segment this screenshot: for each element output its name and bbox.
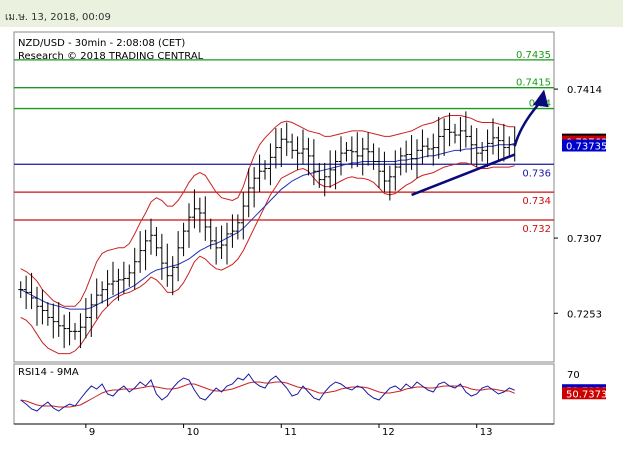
rsi-label: RSI14 - 9MA bbox=[18, 367, 79, 378]
candles-layer bbox=[18, 111, 518, 349]
price-tags: 0.737770.737630.73735 bbox=[562, 133, 607, 152]
rsi-panel-frame bbox=[13, 363, 555, 425]
pivot-label: 0.736 bbox=[522, 168, 551, 179]
rsi-line bbox=[20, 373, 515, 412]
support-label-0: 0.734 bbox=[522, 196, 551, 207]
drawings-layer bbox=[411, 89, 549, 197]
rsi-layer: 7053.783850.7373 bbox=[20, 370, 607, 412]
x-tick-label-3: 12 bbox=[382, 427, 395, 438]
chart-title: NZD/USD - 30min - 2:08:08 (CET) bbox=[18, 38, 185, 49]
rsi-tag-box-1 bbox=[562, 387, 606, 400]
y-axis-ticks: 0.7414 0.7307 0.7253 bbox=[554, 85, 602, 320]
lower-band-line bbox=[20, 162, 515, 355]
projection-arrow-shaft bbox=[513, 101, 541, 147]
y-tick-label-1: 0.7307 bbox=[567, 234, 602, 245]
top-strip: เม.ษ. 13, 2018, 00:09 bbox=[0, 0, 623, 27]
chart-subtitle: Research © 2018 TRADING CENTRAL bbox=[18, 51, 204, 62]
price-tag-box-2 bbox=[562, 139, 606, 152]
price-panel-frame bbox=[13, 31, 555, 363]
bands-layer bbox=[20, 115, 515, 355]
rsi-ma-line bbox=[20, 381, 515, 408]
support-trendline bbox=[411, 153, 516, 197]
upper-band-line bbox=[20, 115, 515, 307]
rsi-tag-label-1: 50.7373 bbox=[566, 389, 607, 400]
y-tick-label-0: 0.7414 bbox=[567, 85, 602, 96]
projection-arrow-head bbox=[532, 89, 549, 108]
rsi-level-label: 70 bbox=[567, 370, 580, 381]
x-tick-label-4: 13 bbox=[480, 427, 493, 438]
x-axis-ticks: 9 10 11 12 13 bbox=[85, 424, 493, 438]
x-tick-label-0: 9 bbox=[89, 427, 95, 438]
x-tick-label-2: 11 bbox=[284, 427, 297, 438]
timestamp-label: เม.ษ. 13, 2018, 00:09 bbox=[5, 12, 111, 23]
moving-average-line bbox=[20, 142, 515, 310]
y-tick-label-2: 0.7253 bbox=[567, 309, 602, 320]
support-label-1: 0.732 bbox=[522, 224, 551, 235]
price-tag-label-2: 0.73735 bbox=[566, 141, 607, 152]
resistance-label-0: 0.7435 bbox=[516, 50, 551, 61]
resistance-label-1: 0.7415 bbox=[516, 78, 551, 89]
x-tick-label-1: 10 bbox=[187, 427, 200, 438]
